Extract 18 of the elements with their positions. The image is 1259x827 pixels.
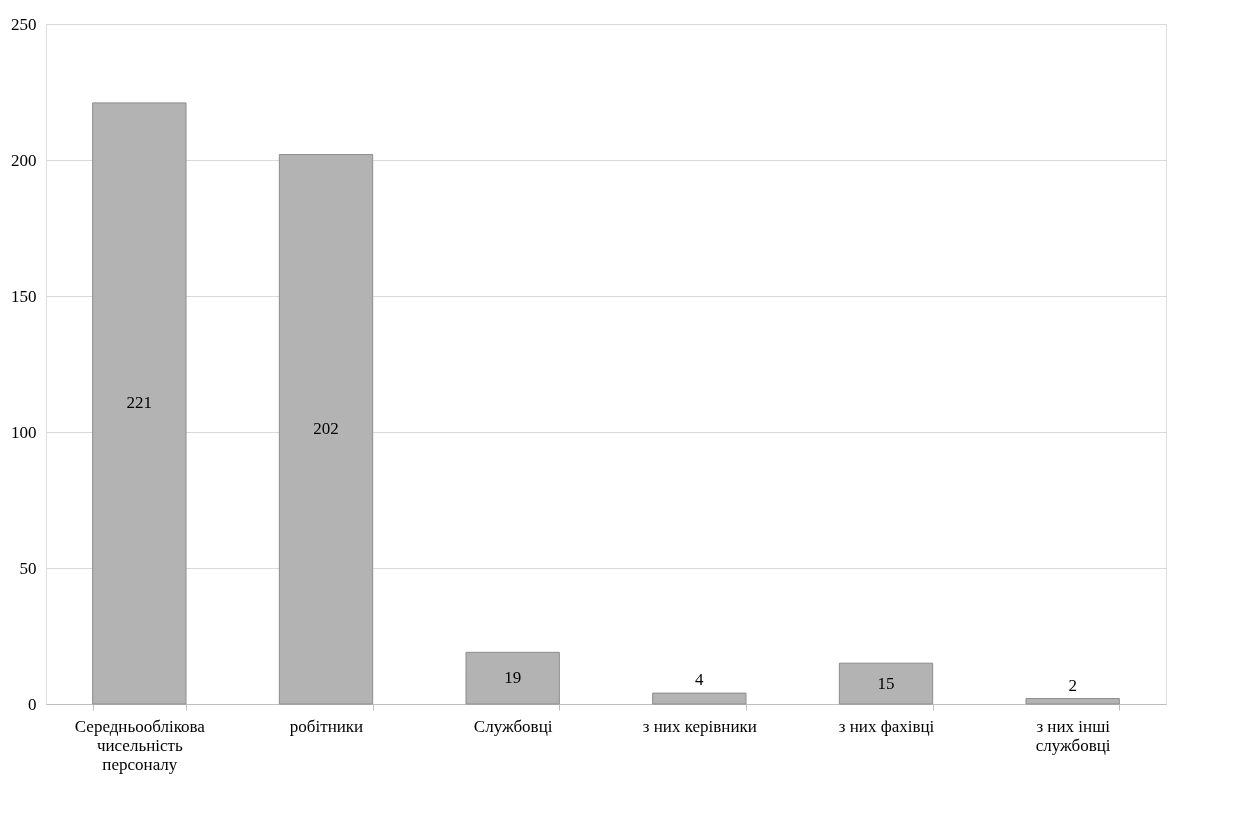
x-tick-label: з них фахівці xyxy=(838,716,935,736)
y-tick-label: 150 xyxy=(11,286,37,306)
x-tick-label: Службовці xyxy=(473,716,553,736)
x-tick-label: Середньооблікова чисельність персоналу xyxy=(74,716,206,774)
y-tick-label: 50 xyxy=(19,558,37,578)
y-tick-label: 250 xyxy=(11,14,37,34)
x-tick-label: з них інші службовці xyxy=(1035,716,1111,755)
data-label: 2 xyxy=(1068,675,1077,695)
data-label: 221 xyxy=(126,393,153,413)
data-label: 19 xyxy=(504,668,522,688)
x-tick-label: робітники xyxy=(289,716,364,736)
data-label: 202 xyxy=(313,419,339,439)
data-label: 15 xyxy=(877,673,895,693)
y-tick-label: 200 xyxy=(11,150,37,170)
x-tick-label: з них керівники xyxy=(642,716,757,736)
y-tick-label: 100 xyxy=(11,422,37,442)
y-tick-label: 0 xyxy=(28,694,37,714)
data-label: 4 xyxy=(695,670,705,690)
